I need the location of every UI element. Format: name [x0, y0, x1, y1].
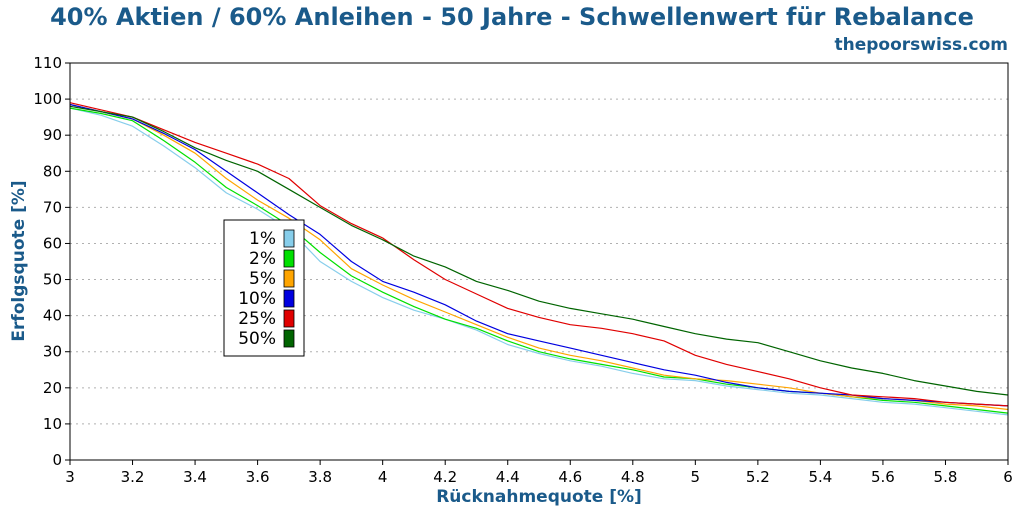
y-tick-label: 0: [52, 451, 62, 469]
x-tick-label: 4.2: [433, 468, 457, 486]
y-tick-label: 70: [43, 198, 62, 216]
y-axis-label: Erfolgsquote [%]: [9, 180, 29, 341]
y-tick-label: 10: [43, 415, 62, 433]
chart-subtitle: thepoorswiss.com: [835, 35, 1009, 55]
y-tick-label: 20: [43, 379, 62, 397]
legend-label: 2%: [249, 249, 276, 269]
x-tick-label: 5: [691, 468, 701, 486]
legend-label: 1%: [249, 229, 276, 249]
x-tick-label: 5.6: [871, 468, 895, 486]
y-tick-label: 110: [33, 54, 62, 72]
y-tick-label: 80: [43, 162, 62, 180]
x-tick-label: 3.4: [183, 468, 207, 486]
x-tick-label: 3.8: [308, 468, 332, 486]
series-line-4: [69, 102, 1009, 407]
x-axis-ticks: 3 3.2 3.4 3.6 3.8 4 4.2 4.4 4.6 4.8 5 5.2 5.4 5.6 5.8 6: [65, 460, 1013, 486]
y-tick-label: 100: [33, 90, 62, 108]
legend-swatch: [283, 289, 295, 308]
series-line-3: [69, 103, 1009, 407]
x-tick-label: 5.8: [934, 468, 958, 486]
x-tick-label: 4.8: [621, 468, 645, 486]
legend-label: 10%: [238, 289, 276, 309]
x-tick-label: 5.2: [746, 468, 770, 486]
y-tick-label: 50: [43, 271, 62, 289]
y-axis-ticks: 0 10 20 30 40 50 60 70 80 90 100 110: [33, 54, 70, 469]
y-tick-label: 60: [43, 234, 62, 252]
legend-swatch: [283, 309, 295, 328]
legend-label: 25%: [238, 309, 276, 329]
x-axis-label: Rücknahmequote [%]: [436, 487, 642, 507]
legend-swatch: [283, 249, 295, 268]
legend-label: 5%: [249, 269, 276, 289]
legend-swatch: [283, 269, 295, 288]
x-tick-label: 6: [1003, 468, 1013, 486]
chart-title: 40% Aktien / 60% Anleihen - 50 Jahre - S…: [50, 3, 974, 31]
y-tick-label: 30: [43, 343, 62, 361]
y-tick-label: 90: [43, 126, 62, 144]
series-line-0: [69, 107, 1009, 416]
y-tick-label: 40: [43, 307, 62, 325]
series-line-2: [69, 103, 1009, 411]
x-tick-label: 3.2: [121, 468, 145, 486]
x-tick-label: 4.4: [496, 468, 520, 486]
series-lines: [69, 102, 1009, 416]
legend-label: 50%: [238, 329, 276, 349]
x-tick-label: 4: [378, 468, 388, 486]
x-tick-label: 5.4: [808, 468, 832, 486]
x-tick-label: 3.6: [246, 468, 270, 486]
legend-swatch: [283, 329, 295, 348]
x-tick-label: 3: [65, 468, 75, 486]
plot-frame: [69, 62, 1009, 461]
legend: 1%2%5%10%25%50%: [223, 219, 305, 357]
x-tick-label: 4.6: [558, 468, 582, 486]
series-line-5: [69, 105, 1009, 396]
legend-swatch: [283, 229, 295, 248]
